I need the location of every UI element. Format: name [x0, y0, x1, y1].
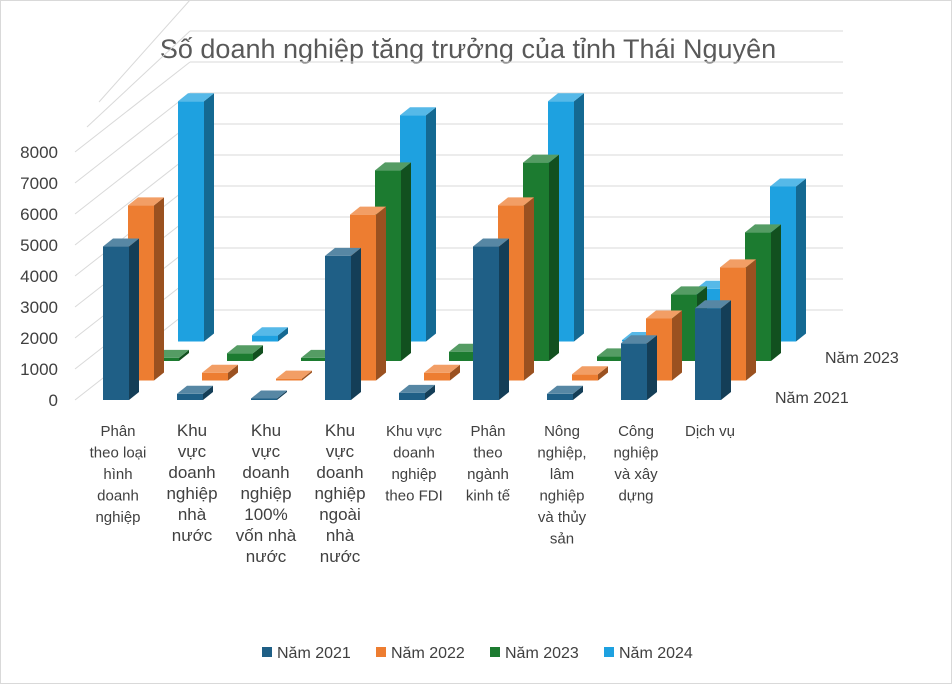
- bar: [178, 93, 214, 342]
- category-label: Phân theo ngành kinh tế: [466, 423, 511, 505]
- y-tick-label: 5000: [20, 236, 58, 255]
- bar: [103, 238, 139, 400]
- depth-label: Năm 2021: [775, 390, 849, 407]
- bar: [251, 390, 287, 400]
- y-tick-label: 1000: [20, 360, 58, 379]
- bar: [325, 247, 361, 400]
- y-tick-label: 8000: [20, 143, 58, 162]
- bar: [547, 385, 583, 400]
- y-tick-label: 6000: [20, 205, 58, 224]
- bar: [202, 364, 238, 381]
- category-label: Khu vực doanh nghiệp nhà nước: [166, 421, 217, 545]
- legend-item: Năm 2023: [490, 645, 579, 662]
- bar: [252, 327, 288, 342]
- legend-item: Năm 2024: [604, 645, 693, 662]
- category-label: Khu vực doanh nghiệp theo FDI: [385, 423, 443, 505]
- bar: [399, 384, 435, 400]
- category-label: Dịch vụ: [685, 423, 735, 440]
- legend-label: Năm 2023: [505, 645, 579, 662]
- legend-item: Năm 2021: [262, 645, 351, 662]
- category-label: Công nghiệp và xây dựng: [613, 423, 658, 505]
- legend-swatch: [604, 647, 614, 657]
- bar: [695, 300, 731, 400]
- bars: [103, 93, 806, 400]
- legend-swatch: [376, 647, 386, 657]
- bar: [227, 345, 263, 361]
- y-tick-label: 2000: [20, 329, 58, 348]
- legend-swatch: [490, 647, 500, 657]
- bar: [621, 335, 657, 400]
- legend-label: Năm 2021: [277, 645, 351, 662]
- category-label: Nông nghiệp, lâm nghiệp và thủy sản: [537, 423, 586, 548]
- bar: [177, 385, 213, 400]
- category-label: Khu vực doanh nghiệp ngoài nhà nước: [314, 421, 365, 566]
- y-axis-ticks: 0 1000 2000 3000 4000 5000 6000 7000 8000: [20, 143, 58, 410]
- bar: [276, 370, 312, 381]
- y-tick-label: 4000: [20, 267, 58, 286]
- chart-title: Số doanh nghiệp tăng trưởng của tỉnh Thá…: [160, 34, 776, 64]
- category-labels: Phân theo loại hình doanh nghiệp Khu vực doanh n…: [90, 421, 735, 566]
- legend-label: Năm 2022: [391, 645, 465, 662]
- legend: Năm 2021 Năm 2022 Năm 2023 Năm 2024: [262, 645, 693, 662]
- y-tick-label: 3000: [20, 298, 58, 317]
- depth-axis-labels: Năm 2021 Năm 2023: [775, 350, 899, 407]
- legend-swatch: [262, 647, 272, 657]
- bar: [473, 238, 509, 400]
- category-label: Khu vực doanh nghiệp 100% vốn nhà nước: [236, 421, 297, 566]
- bar: [424, 364, 460, 381]
- legend-label: Năm 2024: [619, 645, 693, 662]
- gridlines: [74, 0, 843, 401]
- legend-item: Năm 2022: [376, 645, 465, 662]
- y-tick-label: 7000: [20, 174, 58, 193]
- depth-label: Năm 2023: [825, 350, 899, 367]
- category-label: Phân theo loại hình doanh nghiệp: [90, 423, 147, 526]
- y-tick-label: 0: [49, 391, 58, 410]
- bar: [572, 366, 608, 381]
